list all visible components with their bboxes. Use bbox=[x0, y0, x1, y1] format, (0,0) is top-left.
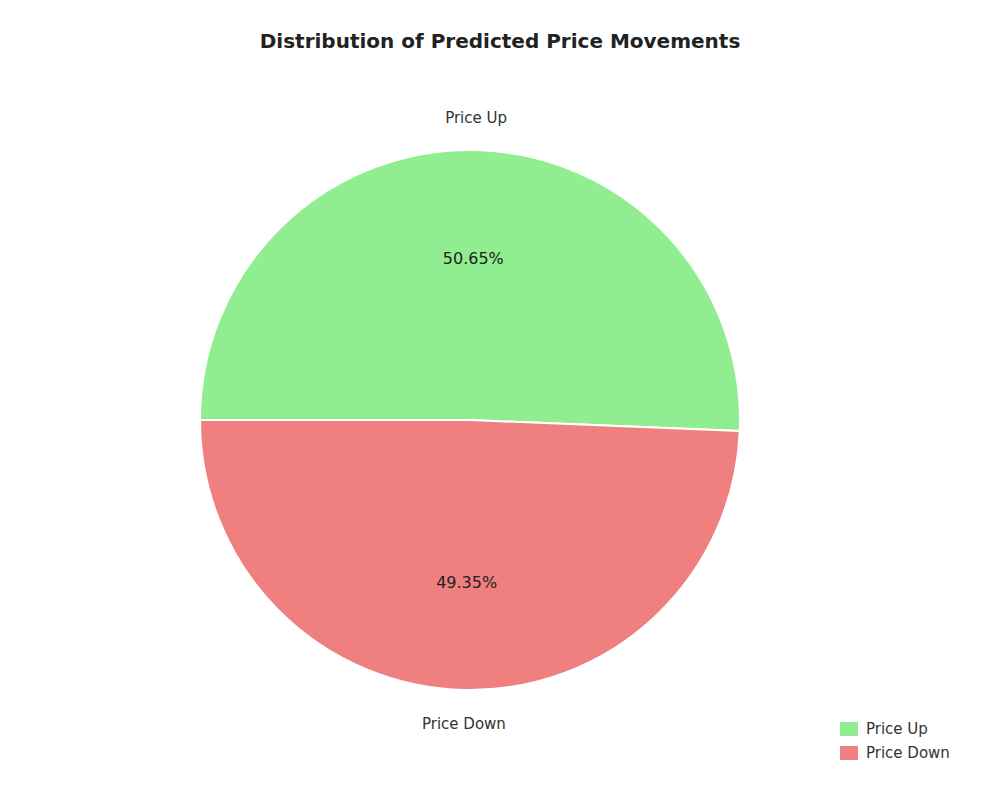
chart-svg: Distribution of Predicted Price Movement… bbox=[0, 0, 1000, 800]
legend-swatch bbox=[840, 746, 858, 760]
data-label: 50.65% bbox=[443, 249, 504, 268]
legend-entry: Price Up bbox=[866, 720, 928, 738]
chart-container: Distribution of Predicted Price Movement… bbox=[0, 0, 1000, 800]
slice-label: Price Up bbox=[445, 109, 507, 127]
legend: Price Up Price Down bbox=[840, 720, 950, 762]
wedges bbox=[200, 150, 740, 690]
legend-swatch bbox=[840, 722, 858, 736]
pie-slice bbox=[200, 150, 740, 431]
legend-entry: Price Down bbox=[866, 744, 950, 762]
pie-slice bbox=[200, 420, 740, 690]
slice-label: Price Down bbox=[422, 715, 506, 733]
data-label: 49.35% bbox=[436, 573, 497, 592]
labels: Price Up 50.65% Price Down 49.35% bbox=[422, 109, 507, 733]
background bbox=[0, 0, 1000, 800]
title: Distribution of Predicted Price Movement… bbox=[260, 29, 741, 53]
